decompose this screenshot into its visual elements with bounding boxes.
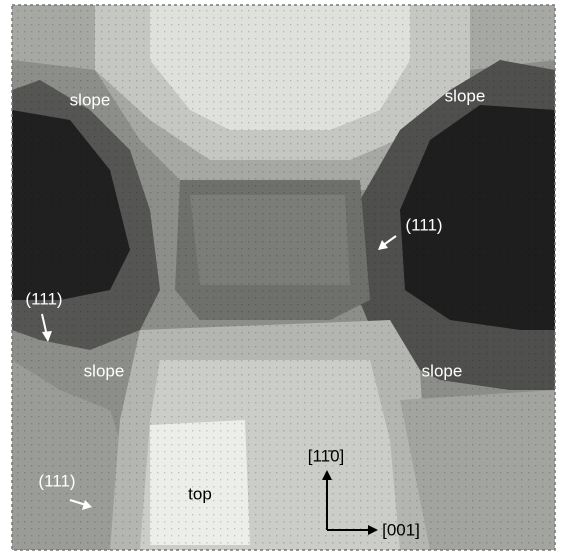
label: (111) xyxy=(25,289,62,308)
label: slope xyxy=(422,361,463,380)
page: slope slope slope slope (111) (111) (111) top [1… xyxy=(0,0,565,553)
label: [11̄0] xyxy=(308,446,345,465)
label: [001] xyxy=(382,520,420,539)
figure: slope slope slope slope (111) (111) (111) top [1… xyxy=(0,0,565,553)
label: slope xyxy=(445,86,486,105)
label: (111) xyxy=(38,471,75,490)
label: slope xyxy=(70,90,111,109)
label: slope xyxy=(84,361,125,380)
label: top xyxy=(188,484,212,503)
label: (111) xyxy=(405,215,442,234)
